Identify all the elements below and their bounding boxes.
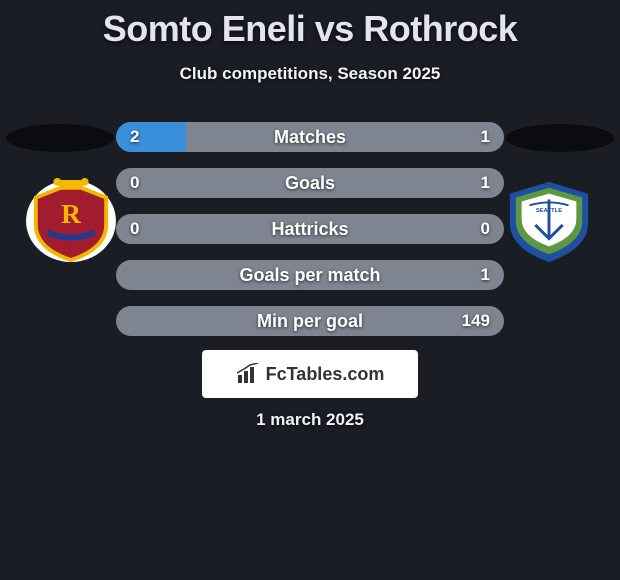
page-subtitle: Club competitions, Season 2025 — [0, 64, 620, 84]
chart-icon — [236, 363, 262, 385]
branding-text: FcTables.com — [266, 364, 385, 385]
stats-bars: Matches21Goals01Hattricks00Goals per mat… — [116, 122, 504, 352]
team-crest-right: SEATTLE — [500, 178, 598, 264]
svg-text:SEATTLE: SEATTLE — [536, 208, 562, 214]
stat-row: Hattricks0 0 — [116, 214, 504, 244]
stat-value-left: 0 — [130, 168, 139, 198]
stat-row: Matches2 1 — [116, 122, 504, 152]
stat-row: Goals per match1 — [116, 260, 504, 290]
stat-value-left: 0 — [130, 214, 139, 244]
stat-value-right: 1 — [481, 168, 490, 198]
stat-value-left: 2 — [130, 122, 139, 152]
branding-box: FcTables.com — [202, 350, 418, 398]
player-photo-shadow-right — [506, 124, 614, 152]
stat-value-right: 1 — [481, 260, 490, 290]
player-photo-shadow-left — [6, 124, 114, 152]
stat-label: Min per goal — [116, 306, 504, 336]
stat-row: Goals0 1 — [116, 168, 504, 198]
stat-label: Matches — [116, 122, 504, 152]
page-title: Somto Eneli vs Rothrock — [0, 8, 620, 50]
stat-row: Min per goal149 — [116, 306, 504, 336]
stat-label: Goals — [116, 168, 504, 198]
stat-value-right: 0 — [481, 214, 490, 244]
stat-value-right: 149 — [462, 306, 490, 336]
footer-date: 1 march 2025 — [0, 410, 620, 430]
stat-label: Goals per match — [116, 260, 504, 290]
stat-value-right: 1 — [481, 122, 490, 152]
stat-label: Hattricks — [116, 214, 504, 244]
team-crest-left: R — [22, 178, 120, 264]
svg-text:R: R — [61, 199, 81, 229]
